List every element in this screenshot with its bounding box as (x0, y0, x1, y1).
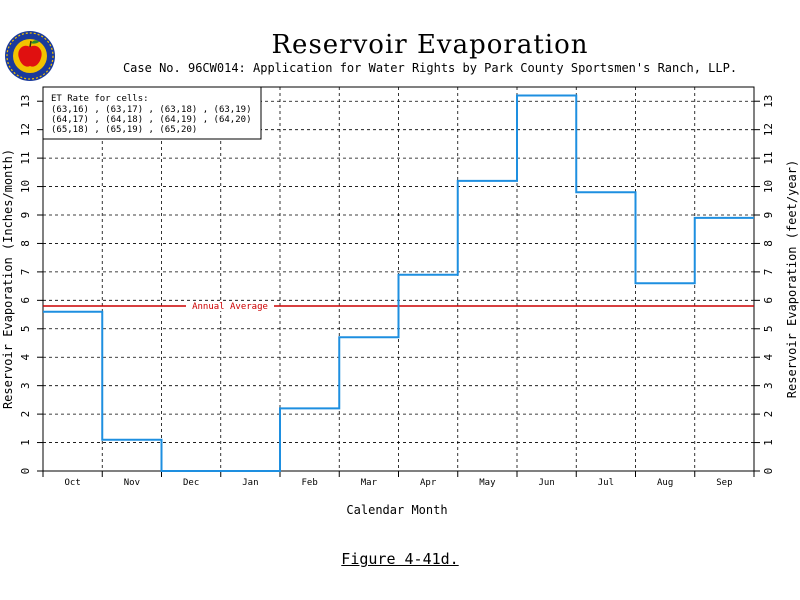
logo (2, 28, 58, 84)
x-tick-label: Feb (301, 478, 317, 488)
x-tick-label: Dec (183, 478, 199, 488)
x-tick-label: Aug (657, 478, 673, 488)
y-tick-label-left: 11 (19, 151, 32, 164)
y-tick-label-left: 5 (19, 325, 32, 332)
series-group (43, 94, 754, 472)
y-tick-label-left: 4 (19, 354, 32, 361)
x-tick-label: Nov (124, 478, 140, 488)
y-tick-label-left: 12 (19, 123, 32, 136)
apple-seal-icon (5, 31, 55, 81)
y-tick-label-right: 12 (762, 123, 775, 136)
x-tick-label: Jun (538, 478, 554, 488)
x-tick-label: Oct (64, 478, 80, 488)
y-tick-label-right: 7 (762, 269, 775, 276)
x-tick-label: Jul (598, 478, 614, 488)
y-tick-label-right: 4 (762, 354, 775, 361)
x-tick-label: Sep (716, 478, 732, 488)
figure-caption-text: Figure 4-41d. (341, 550, 459, 568)
y-tick-label-right: 3 (762, 382, 775, 389)
y-tick-label-right: 8 (762, 240, 775, 247)
chart-subtitle: Case No. 96CW014: Application for Water … (122, 61, 738, 75)
y-tick-label-right: 0 (762, 468, 775, 475)
y-tick-label-left: 1 (19, 439, 32, 446)
y-tick-label-left: 9 (19, 212, 32, 219)
x-tick-label: Mar (361, 478, 378, 488)
y-tick-label-right: 10 (762, 180, 775, 193)
x-tick-label: Jan (242, 478, 258, 488)
y-tick-label-left: 13 (19, 95, 32, 108)
y-tick-label-right: 5 (762, 325, 775, 332)
y-tick-label-left: 2 (19, 411, 32, 418)
y-axis-label-left: Reservoir Evaporation (Inches/month) (1, 149, 15, 409)
x-tick-label: Apr (420, 478, 437, 488)
x-axis-label: Calendar Month (346, 503, 447, 517)
y-tick-label-left: 3 (19, 382, 32, 389)
y-tick-label-right: 9 (762, 212, 775, 219)
y-tick-label-left: 7 (19, 269, 32, 276)
legend-title: ET Rate for cells: (51, 94, 149, 104)
legend: ET Rate for cells: (63,16) , (63,17) , (… (42, 86, 262, 140)
y-tick-label-right: 2 (762, 411, 775, 418)
legend-line: (64,17) , (64,18) , (64,19) , (64,20) (51, 115, 251, 125)
annual-average-label-bg (186, 301, 274, 312)
legend-line: (63,16) , (63,17) , (63,18) , (63,19) (51, 105, 251, 115)
series-step-line (43, 94, 754, 472)
y-tick-label-left: 10 (19, 180, 32, 193)
y-tick-label-left: 6 (19, 297, 32, 304)
x-tick-label: May (479, 478, 496, 488)
y-tick-label-right: 13 (762, 95, 775, 108)
figure-caption: Figure 4-41d. (200, 550, 600, 568)
y-axis-label-right: Reservoir Evaporation (feet/year) (785, 160, 799, 398)
annual-average-label: Annual Average (192, 302, 268, 312)
chart-title: Reservoir Evaporation (271, 30, 589, 60)
y-tick-label-left: 8 (19, 240, 32, 247)
legend-line: (65,18) , (65,19) , (65,20) (51, 125, 197, 135)
legend-box (42, 86, 262, 140)
y-tick-label-left: 0 (19, 468, 32, 475)
y-tick-label-right: 1 (762, 439, 775, 446)
y-tick-label-right: 6 (762, 297, 775, 304)
y-tick-label-right: 11 (762, 151, 775, 164)
